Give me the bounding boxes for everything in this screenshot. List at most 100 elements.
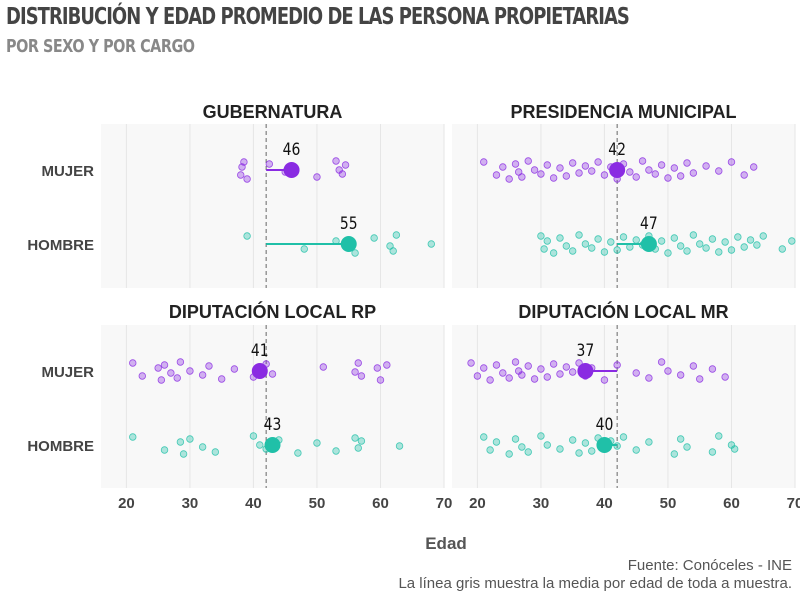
data-point: [708, 448, 717, 456]
data-point: [129, 359, 137, 367]
group-mean-point: [640, 236, 657, 252]
data-point: [708, 365, 717, 373]
data-point: [676, 435, 685, 443]
mean-label: 41: [251, 341, 269, 361]
y-category-label: HOMBRE: [27, 438, 94, 455]
data-point: [715, 248, 723, 256]
data-point: [708, 235, 717, 243]
caption-note: La línea gris muestra la media por edad …: [398, 575, 792, 592]
data-point: [354, 444, 362, 452]
data-point: [332, 157, 340, 165]
data-point: [530, 375, 539, 383]
data-point: [734, 233, 742, 241]
data-point: [556, 164, 564, 172]
data-point: [480, 158, 488, 166]
group-mean-point: [577, 363, 594, 379]
x-tick-label: 40: [596, 495, 613, 512]
panel-background: [452, 124, 795, 288]
data-point: [319, 363, 328, 371]
data-point: [505, 374, 513, 382]
data-point: [537, 232, 545, 240]
data-point: [788, 237, 796, 245]
data-point: [383, 361, 391, 369]
mean-label: 47: [640, 214, 658, 234]
data-point: [486, 446, 494, 454]
group-mean-point: [340, 236, 357, 252]
data-point: [543, 161, 551, 169]
data-point: [556, 234, 564, 242]
data-point: [632, 236, 640, 244]
data-point: [702, 244, 710, 252]
data-point: [524, 362, 532, 370]
mean-label: 40: [596, 415, 614, 435]
data-point: [759, 232, 767, 240]
data-point: [683, 443, 691, 451]
panel-background: [101, 124, 444, 288]
data-point: [689, 169, 698, 177]
data-point: [588, 244, 596, 252]
data-point: [600, 248, 609, 256]
data-point: [696, 375, 704, 383]
data-point: [505, 175, 513, 183]
data-point: [473, 372, 482, 380]
x-tick-label: 60: [723, 495, 740, 512]
data-point: [173, 374, 181, 382]
data-point: [568, 247, 577, 255]
data-point: [543, 373, 551, 381]
data-point: [568, 368, 577, 376]
data-point: [499, 369, 507, 377]
data-point: [511, 358, 520, 366]
data-point: [351, 434, 359, 442]
data-point: [651, 170, 659, 178]
data-point: [518, 173, 526, 181]
data-point: [129, 433, 137, 441]
x-tick-label: 50: [309, 495, 326, 512]
data-point: [727, 158, 736, 166]
data-point: [740, 171, 748, 179]
data-point: [373, 364, 382, 372]
x-tick-label: 20: [469, 495, 486, 512]
mean-label: 42: [608, 140, 626, 160]
x-tick-label: 60: [372, 495, 389, 512]
data-point: [157, 376, 166, 384]
data-point: [664, 174, 672, 182]
data-point: [467, 359, 475, 367]
data-point: [511, 435, 520, 443]
data-point: [357, 372, 366, 380]
data-point: [683, 159, 691, 167]
panel-title: PRESIDENCIA MUNICIPAL: [510, 102, 736, 122]
data-point: [715, 167, 723, 175]
data-point: [524, 157, 532, 165]
data-point: [300, 245, 308, 253]
data-point: [524, 448, 532, 456]
data-point: [613, 361, 621, 369]
data-point: [568, 436, 577, 444]
data-point: [600, 171, 609, 179]
data-point: [518, 443, 526, 451]
data-point: [243, 232, 251, 240]
data-point: [657, 358, 666, 366]
data-point: [670, 234, 679, 242]
data-point: [645, 438, 653, 446]
data-point: [683, 247, 691, 255]
data-point: [562, 363, 571, 371]
data-point: [740, 243, 748, 251]
data-point: [186, 367, 194, 375]
data-point: [638, 157, 647, 165]
data-point: [492, 171, 501, 179]
data-point: [480, 433, 488, 441]
data-point: [575, 169, 583, 177]
data-point: [486, 376, 494, 384]
y-category-label: MUJER: [41, 163, 94, 180]
data-point: [702, 162, 710, 170]
data-point: [549, 174, 558, 182]
data-point: [626, 168, 634, 176]
data-point: [492, 438, 501, 446]
data-point: [238, 163, 246, 171]
data-point: [160, 361, 169, 369]
group-mean-point: [264, 437, 281, 453]
data-point: [594, 158, 602, 166]
data-point: [249, 432, 258, 440]
data-point: [657, 237, 666, 245]
data-point: [676, 242, 685, 250]
